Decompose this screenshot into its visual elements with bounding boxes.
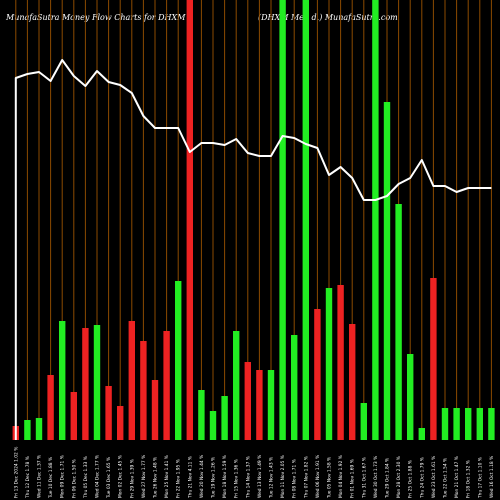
bar — [198, 390, 205, 440]
bar — [59, 321, 66, 440]
bar — [453, 408, 460, 440]
bar — [35, 418, 43, 440]
bar — [256, 370, 263, 440]
x-tick-label: Thu 21 Nov 4.11 % — [187, 456, 193, 499]
x-tick-label: Mon 02 Dec 1.45 % — [118, 455, 124, 498]
bar — [325, 288, 333, 440]
x-tick-label: Wed 11 Dec 1.37 % — [37, 455, 43, 498]
x-tick-label: Thu 14 Nov 1.37 % — [245, 456, 251, 499]
bar — [93, 325, 101, 440]
price-line-group — [14, 59, 492, 440]
bar — [360, 403, 367, 440]
x-tick-label: Wed 04 Dec 1.77 % — [95, 455, 101, 498]
x-tick-label: Fri 18 Oct 1.32 % — [466, 460, 472, 498]
x-tick-label: Fri 01 Nov 1.69 % — [350, 459, 356, 498]
x-tick-label: Thu 17 Oct 1.10 % — [477, 457, 483, 499]
bar — [117, 406, 124, 440]
bar — [233, 331, 240, 440]
x-tick-label: Fri 08 Nov 1.71 % — [292, 459, 298, 498]
x-tick-label: Mon 09 Dec 1.71 % — [60, 455, 66, 498]
bar — [372, 0, 379, 440]
bar — [476, 408, 483, 440]
x-tick-label: Tue 10 Dec 1.88 % — [48, 457, 54, 499]
x-tick-label: Tue 22 Oct 1.54 % — [443, 458, 449, 499]
x-tick-label: Thu 05 Dec 1.33 % — [83, 456, 89, 499]
x-tick-label: Tue 29 Oct 1.84 % — [385, 458, 391, 499]
bar — [140, 341, 147, 440]
x-tick-label: Mon 25 Nov 1.41 % — [164, 455, 170, 498]
x-tick-label: Wed 06 Nov 1.91 % — [315, 455, 321, 498]
bar — [186, 0, 193, 440]
x-tick-label: Tue 03 Dec 1.65 % — [106, 457, 112, 499]
x-tick-labels: Fri 13 Dec 2024 1.02 % Thu 12 Dec 1.78 % W… — [13, 447, 495, 499]
bar — [163, 331, 170, 440]
volume-bars — [12, 0, 495, 440]
price-line — [14, 59, 492, 440]
x-tick-label: Mon 11 Nov 2.05 % — [280, 455, 286, 498]
bar — [349, 324, 356, 440]
bar — [395, 204, 402, 440]
x-tick-label: Thu 07 Nov 1.82 % — [303, 456, 309, 499]
x-tick-label: Fri 15 Nov 1.36 % — [234, 459, 240, 498]
bar — [430, 278, 437, 440]
x-tick-label: Fri 06 Dec 1.50 % — [71, 459, 77, 498]
x-tick-label: Wed 30 Oct 1.73 % — [373, 456, 379, 498]
x-tick-label: Fri 22 Nov 1.95 % — [176, 459, 182, 498]
x-tick-label: Tue 19 Nov 1.26 % — [211, 457, 217, 499]
x-tick-label: Wed 23 Oct 1.61 % — [431, 456, 437, 498]
bar — [267, 370, 275, 440]
x-tick-label: Mon 28 Oct 2.30 % — [396, 456, 402, 498]
x-tick-label: Fri 29 Nov 1.39 % — [129, 459, 135, 498]
bar — [24, 420, 31, 440]
bar — [70, 392, 77, 440]
chart-title-left: MunafaSutra Money Flow Charts for DHXM — [6, 13, 186, 22]
x-tick-label: Thu 12 Dec 1.78 % — [25, 456, 31, 499]
x-tick-label: Wed 16 Oct 1.18 % — [489, 456, 495, 498]
x-tick-label: Wed 20 Nov 1.44 % — [199, 455, 205, 498]
x-tick-label: Thu 24 Oct 1.79 % — [419, 457, 425, 499]
bar — [291, 335, 298, 440]
bar — [244, 362, 251, 440]
bar — [441, 408, 449, 440]
bar — [407, 354, 414, 440]
bar — [105, 386, 112, 440]
bar — [314, 309, 321, 440]
bar — [337, 285, 344, 440]
chart-title-right: (DHXM Med d.) MunafaSutra.com — [258, 13, 398, 22]
x-tick-label: Tue 12 Nov 1.43 % — [269, 457, 275, 499]
bar — [488, 408, 495, 440]
bar — [302, 0, 309, 440]
x-tick-label: Fri 25 Oct 1.88 % — [408, 460, 414, 498]
bar — [383, 102, 391, 440]
bar — [221, 396, 228, 440]
bar — [418, 428, 425, 440]
bar — [128, 321, 135, 440]
bar — [82, 328, 89, 440]
x-tick-label: Tue 05 Nov 1.58 % — [327, 457, 333, 499]
bar — [279, 0, 286, 440]
x-tick-label: Fri 13 Dec 2024 1.02 % — [13, 447, 19, 498]
bar — [175, 281, 182, 440]
x-tick-label: Wed 13 Nov 1.49 % — [257, 455, 263, 498]
bar — [465, 408, 472, 440]
x-tick-label: Mon 18 Nov 1.59 % — [222, 455, 228, 498]
x-tick-label: Mon 04 Nov 1.92 % — [338, 455, 344, 498]
x-tick-label: Mon 21 Oct 1.47 % — [454, 456, 460, 498]
bar — [47, 375, 54, 440]
x-tick-label: Thu 31 Oct 1.67 % — [361, 457, 367, 499]
x-tick-label: Tue 26 Nov 1.48 % — [153, 457, 159, 499]
bar — [151, 380, 159, 440]
bar — [209, 411, 217, 440]
x-tick-label: Wed 27 Nov 1.77 % — [141, 455, 147, 498]
